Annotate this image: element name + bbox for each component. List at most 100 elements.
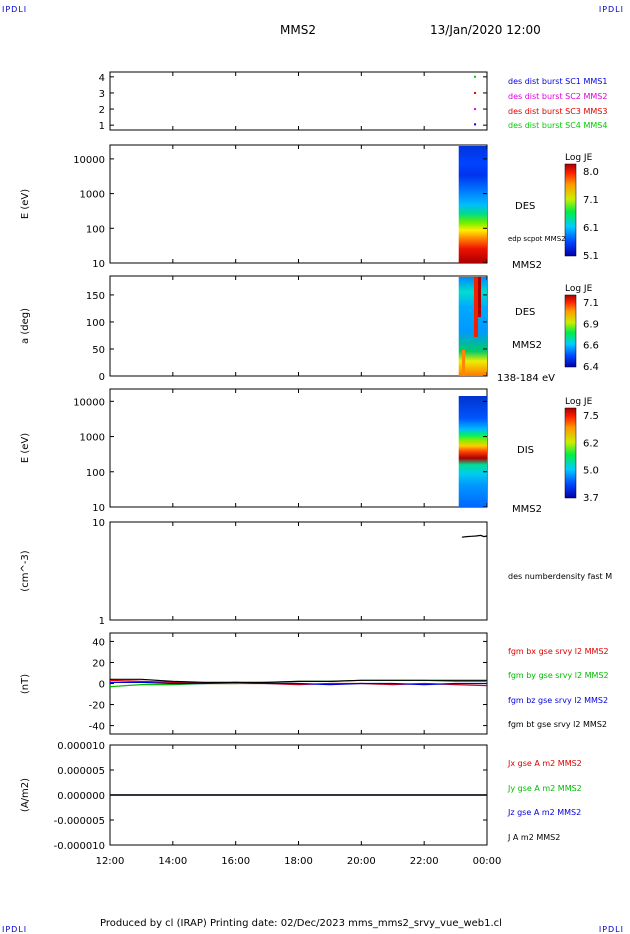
colorbar-title: Log JE (565, 153, 593, 163)
x-tick-label: 18:00 (284, 856, 313, 867)
dis-energy-spectrogram (458, 396, 487, 507)
legend-entry: des dist burst SC2 MMS2 (508, 92, 607, 101)
x-tick-label: 22:00 (410, 856, 439, 867)
legend-entry: des dist burst SC3 MMS3 (508, 107, 607, 116)
y-tick-label: 10 (92, 259, 105, 270)
des-energy-spectrogram (458, 146, 487, 263)
y-tick-label: 10 (92, 503, 105, 514)
colorbar-tick-label: 6.9 (583, 319, 599, 330)
y-tick-label: 0 (99, 372, 105, 383)
series-line (110, 681, 487, 686)
y-tick-label: 4 (99, 73, 105, 84)
panel-frame-burst (109, 71, 488, 131)
y-tick-label: 20 (92, 658, 105, 669)
y-tick-label: 100 (86, 224, 105, 235)
y-axis-label: a (deg) (20, 308, 31, 344)
y-axis-label: E (eV) (20, 433, 31, 463)
colorbar-tick-label: 3.7 (583, 493, 599, 504)
corner-label-bottom-left: IPDLI (2, 925, 28, 934)
y-tick-label: -40 (89, 722, 105, 733)
y-axis-label: (nT) (20, 674, 31, 694)
burst-marker (474, 123, 477, 126)
y-tick-label: 2 (99, 105, 105, 116)
colorbar-tick-label: 7.5 (583, 411, 599, 422)
y-tick-label: -20 (89, 701, 105, 712)
y-tick-label: 0.000000 (57, 791, 105, 802)
y-tick-label: 50 (92, 345, 105, 356)
panel-right-label: MMS2 (512, 260, 542, 271)
datetime-label: 13/Jan/2020 12:00 (430, 23, 541, 37)
corner-label-left: IPDLI (2, 5, 28, 14)
x-tick-label: 00:00 (473, 856, 502, 867)
y-tick-label: 1000 (80, 433, 105, 444)
colorbar-tick-label: 6.4 (583, 362, 599, 373)
legend-entry: fgm bz gse srvy l2 MMS2 (508, 696, 608, 705)
colorbar-des-energy (564, 163, 577, 257)
panel-right-label: edp scpot MMS2 (508, 235, 566, 243)
legend-entry: J A m2 MMS2 (507, 833, 560, 842)
y-axis-label: (cm^-3) (20, 550, 31, 591)
panel-right-label: MMS2 (512, 340, 542, 351)
y-axis-label: (A/m2) (20, 778, 31, 812)
y-tick-label: -0.000005 (54, 816, 105, 827)
des-pitch-streak (474, 277, 478, 337)
panel-frame-des-energy (109, 144, 488, 264)
colorbar-tick-label: 6.1 (583, 223, 599, 234)
y-tick-label: 150 (86, 291, 105, 302)
page-title: MMS2 (280, 23, 316, 37)
burst-marker (474, 91, 477, 94)
legend-entry: Jy gse A m2 MMS2 (507, 784, 582, 793)
corner-label-right: IPDLI (598, 5, 624, 14)
colorbar-tick-label: 7.1 (583, 298, 599, 309)
colorbar-tick-label: 5.0 (583, 466, 599, 477)
series-line (110, 678, 487, 684)
x-tick-label: 12:00 (96, 856, 125, 867)
legend-entry: des dist burst SC1 MMS1 (508, 77, 607, 86)
y-tick-label: 40 (92, 637, 105, 648)
colorbar-tick-label: 5.1 (583, 251, 599, 262)
panel-frame-des-pitch (109, 275, 488, 377)
series-line (109, 679, 488, 687)
colorbar-tick-label: 7.1 (583, 195, 599, 206)
series-line (461, 534, 488, 538)
y-tick-label: 10 (92, 518, 105, 529)
legend-entry: des numberdensity fast M (508, 572, 612, 581)
x-tick-label: 20:00 (347, 856, 376, 867)
burst-marker (474, 108, 477, 111)
y-axis-label: E (eV) (20, 189, 31, 219)
y-tick-label: 0 (99, 680, 105, 691)
y-tick-label: 1 (99, 121, 105, 132)
y-tick-label: 100 (86, 318, 105, 329)
colorbar-des-pitch (564, 294, 577, 368)
colorbar-tick-label: 8.0 (583, 167, 599, 178)
corner-label-bottom-right: IPDLI (598, 925, 624, 934)
x-tick-label: 16:00 (221, 856, 250, 867)
panel-frame-dis-energy (109, 388, 488, 508)
legend-entry: Jx gse A m2 MMS2 (507, 759, 582, 768)
panel-right-label: MMS2 (512, 504, 542, 515)
colorbar-dis-energy (564, 407, 577, 499)
legend-entry: fgm bx gse srvy l2 MMS2 (508, 647, 609, 656)
des-pitch-streak (478, 277, 481, 317)
colorbar-tick-label: 6.6 (583, 341, 599, 352)
panel-right-label: DES (515, 201, 535, 212)
y-tick-label: 1000 (80, 190, 105, 201)
y-tick-label: 10000 (73, 397, 105, 408)
legend-entry: Jz gse A m2 MMS2 (507, 808, 581, 817)
y-tick-label: 0.000010 (57, 741, 105, 752)
chart-canvas: 1 2 3 4 des dist burst SC1 MMS1 des dist burs… (20, 71, 612, 867)
legend-entry: fgm bt gse srvy l2 MMS2 (508, 720, 607, 729)
y-tick-label: 100 (86, 468, 105, 479)
panel-right-label: DES (515, 307, 535, 318)
colorbar-tick-label: 6.2 (583, 438, 599, 449)
y-tick-label: -0.000010 (54, 841, 105, 852)
burst-marker (474, 75, 477, 78)
legend-entry: fgm by gse srvy l2 MMS2 (508, 671, 609, 680)
colorbar-title: Log JE (565, 284, 593, 294)
colorbar-title: Log JE (565, 397, 593, 407)
panel-right-label: 138-184 eV (497, 373, 555, 384)
x-tick-label: 14:00 (158, 856, 187, 867)
legend-entry: des dist burst SC4 MMS4 (508, 121, 607, 130)
des-pitch-streak (462, 350, 465, 376)
footer-credits: Produced by cl (IRAP) Printing date: 02/… (100, 918, 502, 929)
